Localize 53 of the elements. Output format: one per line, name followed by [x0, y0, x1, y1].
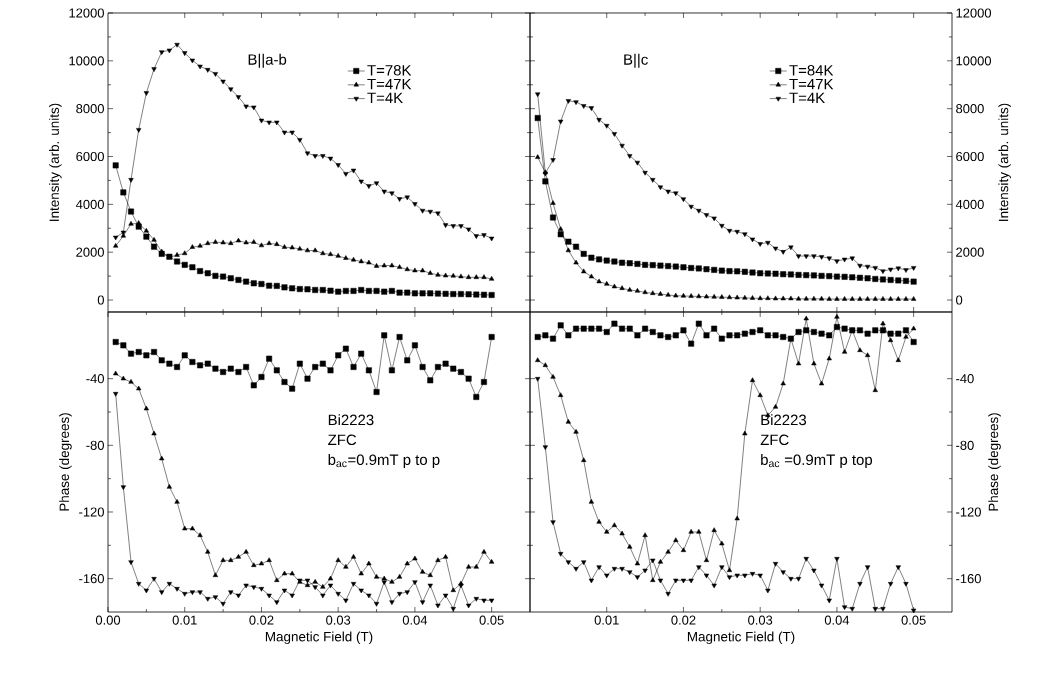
y2-tick-label: 0	[956, 295, 963, 305]
y2-tick-label: 10000	[956, 56, 992, 66]
legend-label: T=47K	[789, 78, 834, 90]
annotation: B||c	[624, 53, 648, 68]
annotation: b$_{ac}$ =0.9mT p top	[761, 454, 873, 468]
y2-tick-label: -120	[956, 507, 981, 517]
x-tick-label: 0.04	[402, 615, 428, 625]
y2-tick-label: 6000	[956, 151, 984, 162]
y2-tick-label: 12000	[956, 8, 992, 18]
y2-tick-label: 4000	[955, 199, 984, 209]
y-tick-label: -80	[86, 440, 104, 450]
y2-tick-label: -160	[956, 574, 981, 584]
y2-tick-label: -80	[956, 440, 974, 450]
y-tick-label: 8000	[76, 104, 104, 114]
x-tick-label: 0.04	[824, 615, 850, 625]
x-axis-title: Magnetic Field (T)	[687, 631, 795, 645]
annotation: B||a-b	[248, 53, 287, 68]
legend-label: T=4K	[789, 92, 825, 103]
x-tick-label: 0.01	[172, 615, 197, 625]
annotation: Bi2223	[328, 414, 374, 426]
y2-tick-label: 2000	[956, 247, 984, 257]
x-tick-label: 0.02	[249, 615, 274, 625]
y-tick-label: 6000	[76, 151, 104, 162]
x-tick-label: 0.03	[326, 615, 351, 625]
y-axis-title: Phase (degrees)	[59, 413, 72, 511]
annotation: ZFC	[328, 434, 357, 446]
y-tick-label: 12000	[69, 8, 104, 18]
y2-tick-label: -40	[956, 374, 974, 384]
x-tick-label: 0.01	[594, 615, 619, 625]
y-tick-label: 2000	[76, 247, 104, 257]
y-tick-label: 0	[97, 295, 104, 305]
x-axis-title: Magnetic Field (T)	[265, 631, 373, 645]
x-tick-label: 0.00	[95, 615, 121, 625]
y-tick-label: -40	[86, 374, 104, 384]
legend-label: T=4K	[367, 92, 403, 103]
annotation: Bi2223	[761, 414, 807, 426]
y2-tick-label: 8000	[956, 104, 984, 114]
y-tick-label: -120	[79, 507, 104, 517]
y-tick-label: 10000	[69, 56, 104, 66]
y-tick-label: 4000	[75, 199, 104, 209]
annotation: b$_{ac}$=0.9mT p to p	[328, 454, 440, 468]
annotation: ZFC	[760, 434, 789, 446]
x-tick-label: 0.05	[479, 615, 504, 625]
y-axis-title: Intensity (arb. units)	[49, 103, 62, 221]
y2-axis-title: Intensity (arb. units)	[998, 103, 1011, 221]
y-tick-label: -160	[79, 574, 104, 584]
x-tick-label: 0.05	[901, 615, 926, 625]
legend-label: T=47K	[367, 78, 412, 90]
legend-label: T=78K	[367, 65, 412, 76]
legend-label: T=84K	[789, 65, 834, 76]
x-tick-label: 0.02	[671, 615, 696, 625]
x-tick-label: 0.03	[748, 615, 773, 625]
y2-axis-title: Phase (degrees)	[988, 413, 1001, 511]
